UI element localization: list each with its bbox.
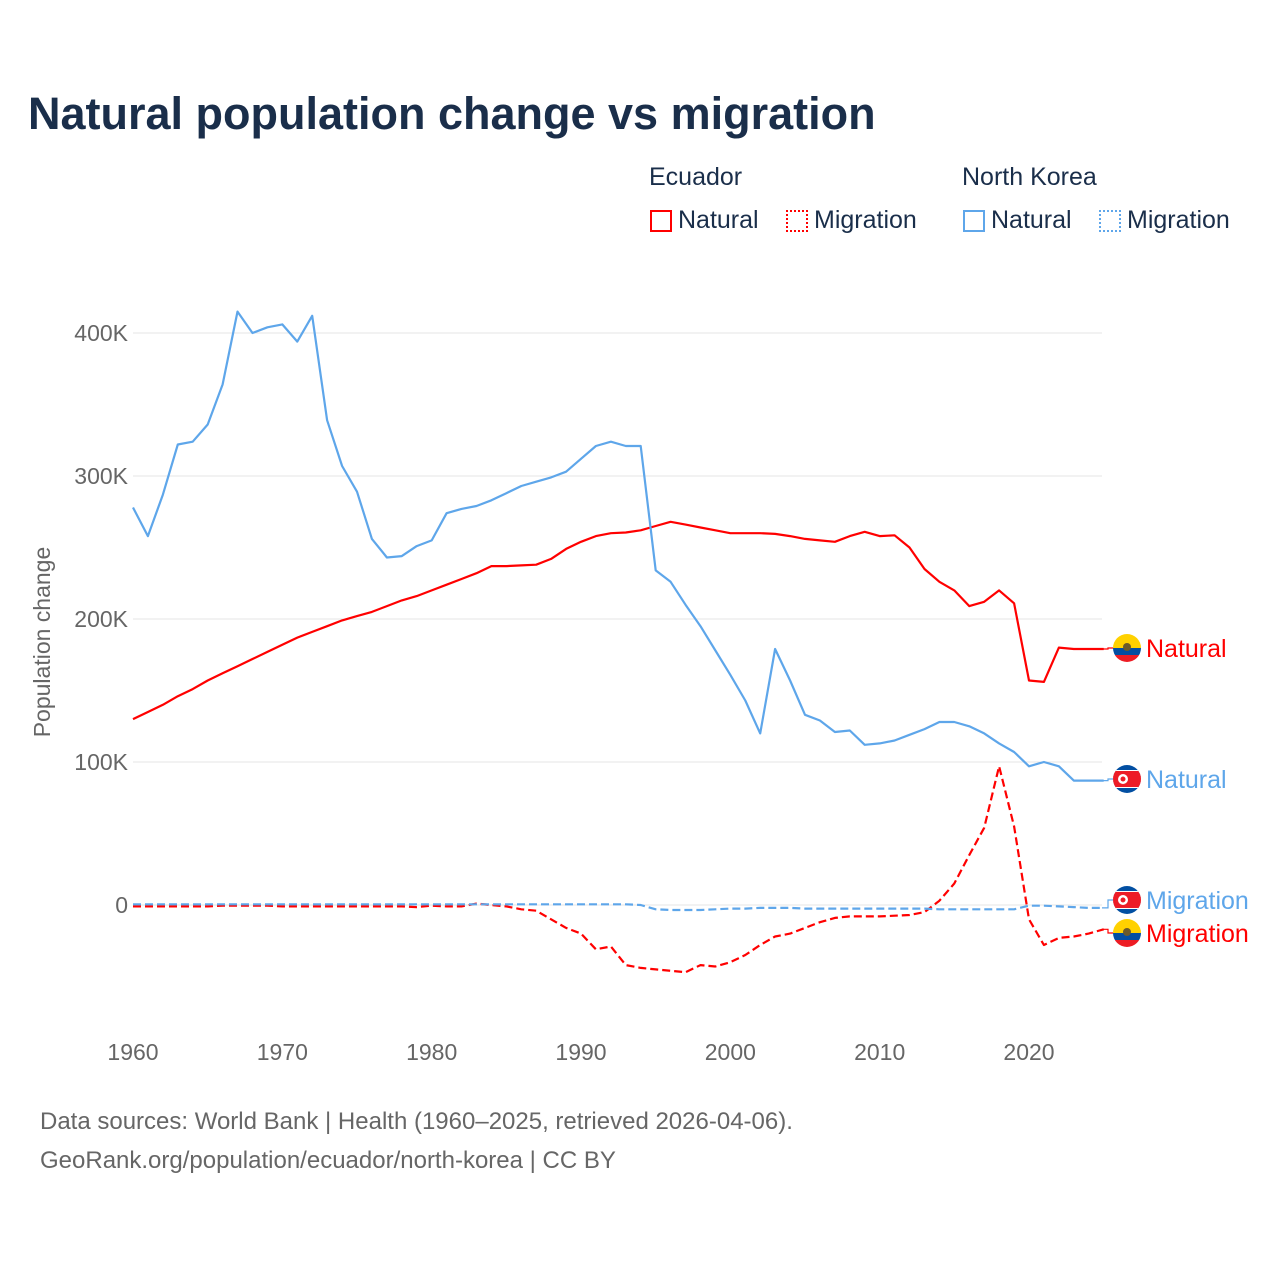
flag-body xyxy=(1113,765,1141,793)
series-line-ecuador-natural xyxy=(132,520,1104,721)
footer-link[interactable]: GeoRank.org/population/ecuador/north-kor… xyxy=(40,1147,616,1174)
flag-stripe xyxy=(1113,634,1141,648)
legend-label: Natural xyxy=(991,206,1072,234)
y-tick-label: 300K xyxy=(74,463,128,489)
x-tick-label: 1970 xyxy=(257,1039,308,1065)
y-tick-label: 100K xyxy=(74,749,128,775)
legend-item-north-korea-natural[interactable]: Natural xyxy=(963,206,1072,235)
flag-stripe xyxy=(1113,655,1141,662)
dotted-swatch-icon xyxy=(1099,209,1121,232)
legend-label: Migration xyxy=(814,206,917,234)
ecuador-flag-icon xyxy=(1113,919,1141,947)
x-tick-label: 1990 xyxy=(555,1039,606,1065)
x-tick-label: 2010 xyxy=(854,1039,905,1065)
legend-group-ecuador: Ecuador xyxy=(649,163,743,191)
dotted-swatch-icon xyxy=(786,209,808,232)
legend-label: Migration xyxy=(1127,206,1230,234)
flag-stripe xyxy=(1113,648,1141,655)
footer-sources: Data sources: World Bank | Health (1960–… xyxy=(40,1108,793,1135)
end-label: Migration xyxy=(1146,887,1249,915)
label-connector xyxy=(1102,928,1114,934)
end-label: Natural xyxy=(1146,635,1227,663)
label-connector xyxy=(1102,647,1114,650)
solid-swatch-icon xyxy=(963,209,985,232)
north-korea-flag-icon xyxy=(1113,886,1141,914)
flag-star xyxy=(1120,897,1126,903)
north-korea-flag-icon xyxy=(1113,765,1141,793)
series-line-ecuador-migration xyxy=(133,765,1105,974)
label-connector xyxy=(1102,899,1114,909)
x-tick-label: 1960 xyxy=(107,1039,158,1065)
solid-swatch-icon xyxy=(650,209,672,232)
legend-item-north-korea-migration[interactable]: Migration xyxy=(1099,206,1230,235)
chart-title: Natural population change vs migration xyxy=(28,88,876,139)
flag-emblem xyxy=(1123,928,1131,936)
ecuador-flag-icon xyxy=(1113,634,1141,662)
end-label: Migration xyxy=(1146,920,1249,948)
series-line-north-korea-natural xyxy=(132,310,1104,782)
x-tick-label: 1980 xyxy=(406,1039,457,1065)
x-tick-label: 2000 xyxy=(705,1039,756,1065)
flag-body xyxy=(1113,919,1141,947)
end-label: Natural xyxy=(1146,766,1227,794)
flag-stripe xyxy=(1113,933,1141,940)
flag-star xyxy=(1120,776,1126,782)
label-connector xyxy=(1102,778,1114,782)
legend-label: Natural xyxy=(678,206,759,234)
y-tick-label: 0 xyxy=(115,892,128,918)
legend-group-north-korea: North Korea xyxy=(962,163,1097,191)
legend-item-ecuador-natural[interactable]: Natural xyxy=(650,206,759,235)
x-tick-label: 2020 xyxy=(1003,1039,1054,1065)
y-axis-label: Population change xyxy=(29,547,55,738)
flag-stripe xyxy=(1113,940,1141,947)
y-tick-label: 400K xyxy=(74,320,128,346)
series-line-north-korea-migration xyxy=(133,903,1104,912)
legend-item-ecuador-migration[interactable]: Migration xyxy=(786,206,917,235)
flag-body xyxy=(1113,634,1141,662)
flag-emblem xyxy=(1123,643,1131,651)
y-tick-label: 200K xyxy=(74,606,128,632)
flag-body xyxy=(1113,886,1141,914)
flag-stripe xyxy=(1113,919,1141,933)
chart-plot: 0 100K 200K 300K 400K 1960 1970 1980 1990 2000 201… xyxy=(29,310,1249,1065)
